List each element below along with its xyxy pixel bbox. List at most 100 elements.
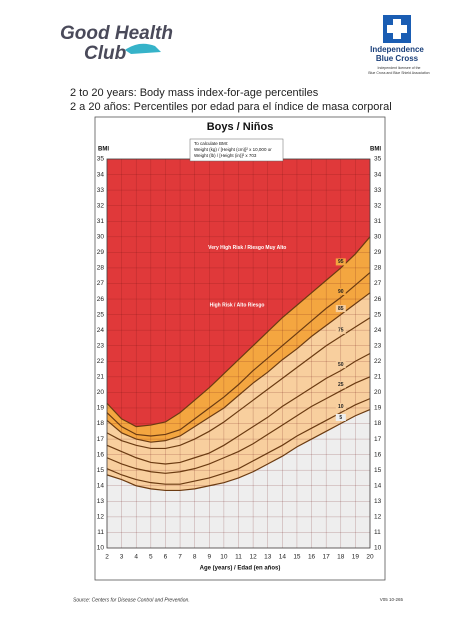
y-tick-label-right: 29 [374,249,382,256]
cross-shape [387,19,407,39]
risk-annotation: High Risk / Alto Riesgo [210,303,265,309]
y-tick-label: 22 [97,358,105,365]
percentile-curve [106,408,371,492]
x-tick-label: 7 [178,554,182,561]
y-tick-label-right: 17 [374,436,382,443]
y-tick-label: 13 [97,498,105,505]
x-tick-label: 11 [235,554,242,561]
y-tick-label: 18 [97,420,105,427]
y-tick-label: 11 [97,529,104,536]
risk-annotation: Very High Risk / Riesgo Muy Alto [208,245,286,251]
licensee-2: Blue Cross and Blue Shield Association [368,71,429,75]
x-tick-label: 5 [149,554,153,561]
x-tick-label: 2 [105,554,109,561]
y-tick-label-right: 34 [374,171,382,178]
chart-title: Boys / Niños [207,121,274,133]
y-tick-label: 28 [97,265,105,272]
percentile-label: 50 [338,362,344,368]
y-tick-label-right: 18 [374,420,382,427]
y-tick-label: 16 [97,451,105,458]
code: V05 10-265 [380,597,404,602]
percentile-curve [106,398,371,485]
y-tick-label: 23 [97,342,105,349]
x-tick-label: 8 [193,554,197,561]
y-tick-label: 14 [97,482,105,489]
y-tick-label-right: 19 [374,405,382,412]
y-tick-label: 21 [97,374,105,381]
percentile-tag [335,361,346,369]
y-tick-label-right: 28 [374,265,382,272]
y-tick-label-right: 15 [374,467,382,474]
x-tick-label: 17 [323,554,331,561]
y-tick-label-right: 32 [374,202,382,209]
source: Source: Centers for Disease Control and … [73,597,190,603]
percentile-curve [106,376,371,474]
formula-box [189,138,284,162]
y-tick-label-right: 31 [374,218,382,225]
percentile-label: 5 [339,415,342,421]
percentile-tag [335,403,346,411]
y-tick-label: 17 [97,436,105,443]
x-tick-label: 13 [264,554,272,561]
y-tick-label-right: 33 [374,187,382,194]
y-tick-label-right: 11 [374,529,381,536]
percentile-curve [106,352,371,465]
title-es: 2 a 20 años: Percentiles por edad para e… [70,101,392,113]
formula-line: To calculate BMI: [194,141,228,146]
y-tick-label: 27 [97,280,105,287]
percentile-tag [335,287,346,295]
y-tick-label: 15 [97,467,105,474]
y-tick-label: 20 [97,389,105,396]
y-tick-label: 25 [97,311,105,318]
x-tick-label: 20 [366,554,374,561]
shoe-icon [125,43,161,54]
formula-line: Weight (lb) / [Height (in)]² x 703 [194,153,257,158]
y-tick-label: 19 [97,405,105,412]
y-tick-label: 30 [97,234,105,241]
percentile-band [107,409,370,548]
y-tick-label: 32 [97,202,105,209]
y-tick-label: 34 [97,171,105,178]
y-tick-label-right: 16 [374,451,382,458]
logo-right-2: Blue Cross [376,54,419,63]
y-tick-label: 24 [97,327,105,334]
x-tick-label: 4 [134,554,138,561]
title-en: 2 to 20 years: Body mass index-for-age p… [70,87,319,99]
y-tick-label-right: 23 [374,342,382,349]
y-tick-label-right: 22 [374,358,382,365]
y-tick-label-right: 25 [374,311,382,318]
y-tick-label: 26 [97,296,105,303]
x-tick-label: 12 [249,554,257,561]
logo-right-1: Independence [370,45,424,54]
percentile-label: 90 [338,289,344,295]
percentile-curve [106,236,371,428]
percentile-label: 10 [338,404,344,410]
y-tick-label: 29 [97,249,105,256]
y-label-right: BMI [370,147,381,153]
percentile-curve [106,292,371,443]
x-tick-label: 10 [220,554,228,561]
y-tick-label-right: 12 [374,514,382,521]
percentile-tag [335,414,346,422]
y-tick-label-right: 35 [374,156,382,163]
logo-left: Good Health [60,23,173,44]
percentile-tag [335,381,346,389]
y-tick-label: 10 [97,545,105,552]
y-tick-label-right: 30 [374,234,382,241]
percentile-tag [335,326,346,334]
y-tick-label: 35 [97,156,105,163]
x-tick-label: 9 [207,554,211,561]
percentile-tag [335,258,346,266]
formula-line: Weight (kg) / [Height (cm)]² x 10,000 or [194,147,272,152]
y-tick-label-right: 26 [374,296,382,303]
x-tick-label: 14 [279,554,287,561]
percentile-label: 75 [338,328,344,334]
y-tick-label-right: 27 [374,280,382,287]
y-tick-label-right: 21 [374,374,382,381]
y-tick-label-right: 20 [374,389,382,396]
percentile-curve [106,317,371,450]
y-tick-label-right: 10 [374,545,382,552]
y-tick-label: 31 [97,218,105,225]
